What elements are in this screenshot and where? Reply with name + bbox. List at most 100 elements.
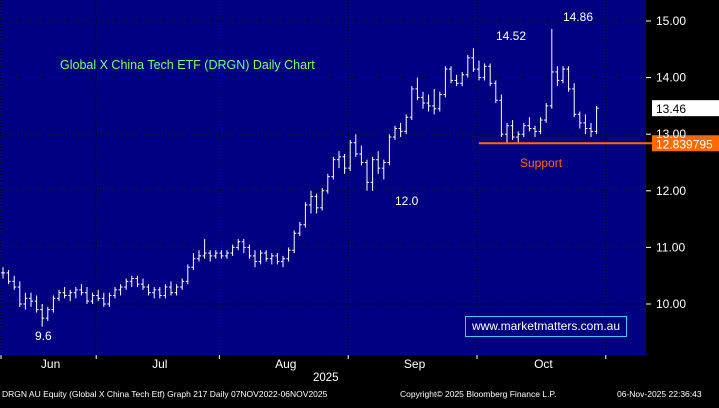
ohlc-bar (594, 105, 599, 135)
ohlc-bar (342, 154, 347, 174)
ohlc-bar (549, 28, 554, 109)
y-tick-label: 10.00 (656, 297, 686, 311)
ohlc-bar (320, 187, 325, 211)
x-axis-year-label: 2025 (313, 372, 339, 384)
plot-background (0, 0, 646, 355)
ohlc-bar (191, 253, 196, 271)
annotation-label: 12.0 (395, 194, 419, 208)
ohlc-bar (135, 275, 140, 288)
ohlc-bar (213, 250, 218, 259)
ohlc-bar (219, 250, 224, 259)
ohlc-bar (40, 304, 45, 327)
ohlc-bar (505, 122, 509, 143)
ohlc-bar (152, 287, 157, 299)
ohlc-bar (269, 253, 274, 265)
ohlc-bar (409, 86, 414, 121)
ohlc-bar (426, 94, 431, 112)
support-value-label: 12.839795 (656, 137, 713, 151)
ohlc-bar (421, 91, 425, 109)
ohlc-bar (538, 117, 543, 135)
support-label: Support (520, 156, 563, 170)
ohlc-bar (404, 114, 409, 135)
ohlc-bar (107, 292, 112, 307)
ohlc-bar (432, 88, 437, 115)
ohlc-bar (460, 71, 465, 87)
footer: DRGN AU Equity (Global X China Tech Etf)… (0, 386, 719, 403)
ohlc-bar (73, 287, 78, 299)
ohlc-bar (325, 173, 330, 194)
ohlc-bar (309, 190, 313, 214)
ohlc-bar (477, 60, 481, 81)
ohlc-bar (533, 125, 537, 138)
ohlc-bar (17, 281, 22, 307)
watermark-link[interactable]: www.marketmatters.com.au (465, 316, 627, 337)
ohlc-bar (449, 66, 453, 84)
ohlc-bar (236, 238, 241, 251)
ohlc-bar (521, 122, 526, 138)
ohlc-bar (253, 250, 257, 268)
ohlc-bar (555, 66, 560, 87)
ohlc-bar (331, 156, 336, 180)
ohlc-bar (353, 134, 358, 157)
ohlc-bar (90, 292, 95, 304)
ohlc-bar (499, 94, 504, 138)
ohlc-bar (124, 278, 129, 290)
ohlc-bar (275, 253, 280, 265)
ohlc-bar (482, 63, 487, 81)
ohlc-bar (488, 63, 493, 87)
ohlc-bar (589, 122, 593, 138)
ohlc-bar (6, 270, 11, 285)
ohlc-bar (157, 287, 162, 299)
ohlc-bar (314, 193, 319, 214)
y-axis-background (646, 0, 719, 386)
support-value-box (652, 135, 719, 152)
ohlc-bar (247, 244, 252, 259)
ohlc-bar (370, 156, 375, 191)
ohlc-bar (118, 284, 123, 296)
ohlc-bar (465, 54, 470, 78)
ohlc-bar (527, 117, 532, 132)
x-tick-label: Aug (275, 357, 296, 371)
ohlc-bar (12, 275, 17, 290)
ohlc-bar (197, 250, 201, 262)
ohlc-bar (415, 77, 420, 101)
ohlc-bar (561, 66, 565, 84)
footer-copyright: Copyright© 2025 Bloomberg Finance L.P. (400, 389, 557, 399)
ohlc-bar (359, 145, 364, 166)
ohlc-bar (443, 66, 448, 98)
last-price-label: 13.46 (656, 102, 686, 116)
annotations: 9.6 12.0 14.52 14.86 (35, 10, 593, 343)
ohlc-bar (286, 247, 291, 262)
ohlc-bar (258, 250, 263, 265)
ohlc-bar (387, 134, 392, 166)
ohlc-bar (281, 255, 285, 268)
annotation-label: 9.6 (35, 329, 52, 343)
ohlc-bar (348, 139, 353, 171)
ohlc-bar (437, 91, 442, 112)
y-tick-label: 12.00 (656, 184, 686, 198)
ohlc-bar (51, 295, 56, 313)
ohlc-bar (174, 284, 179, 296)
ohlc-bar (566, 66, 571, 92)
ohlc-bar (45, 306, 50, 321)
gridlines (0, 0, 646, 355)
ohlc-bar (264, 250, 269, 262)
ohlc-bar (146, 284, 151, 296)
ohlc-bar (113, 287, 117, 299)
y-axis-ticks: 10.00 11.00 12.00 13.00 14.00 15.00 (646, 14, 686, 311)
ohlc-bar (34, 295, 39, 313)
candlesticks (1, 28, 599, 327)
ohlc-bar (241, 238, 246, 254)
x-tick-label: Oct (534, 357, 553, 371)
annotation-label: 14.52 (496, 29, 526, 43)
ohlc-bar (185, 264, 190, 285)
annotation-label: 14.86 (563, 10, 593, 24)
y-tick-label: 14.00 (656, 71, 686, 85)
ohlc-bar (163, 284, 168, 299)
last-price-box (652, 100, 719, 117)
x-tick-label: Jul (152, 357, 167, 371)
ohlc-bar (471, 48, 476, 72)
x-tick-label: Sep (404, 357, 426, 371)
ohlc-bar (202, 238, 207, 259)
